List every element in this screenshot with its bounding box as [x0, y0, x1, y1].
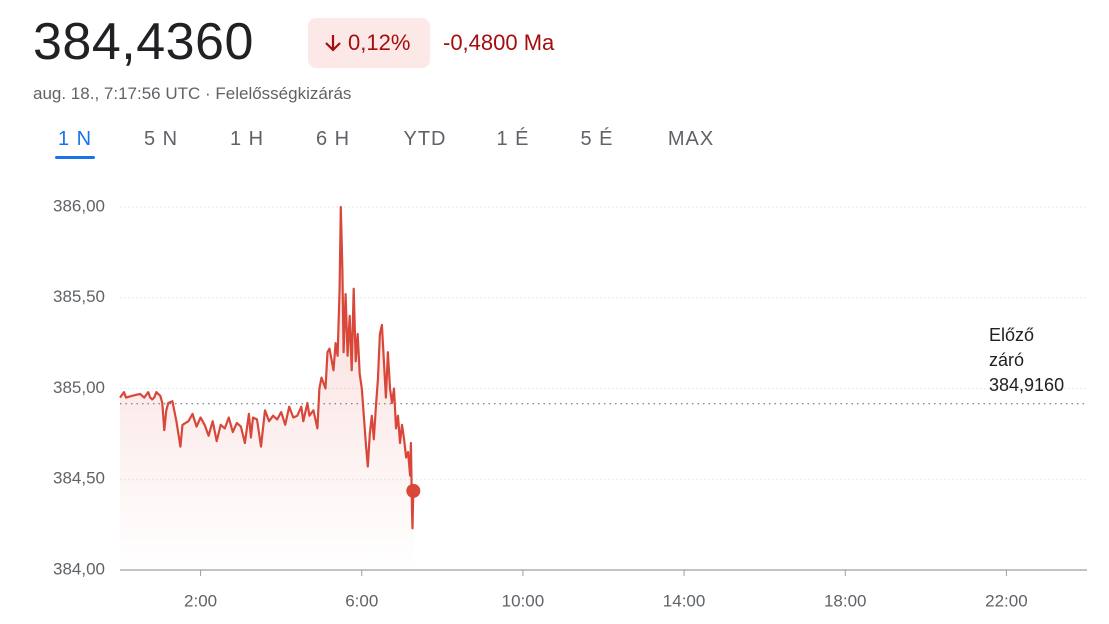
previous-close-value: 384,9160: [989, 375, 1065, 395]
previous-close-annotation: Előző záró 384,9160: [989, 323, 1064, 398]
y-tick-label: 384,50: [53, 469, 105, 488]
down-arrow-icon: [325, 35, 341, 52]
last-point: [406, 483, 421, 498]
previous-close-title: Előző záró: [989, 325, 1035, 370]
y-tick-label: 384,00: [53, 559, 105, 578]
change-badge: [308, 18, 430, 68]
x-tick-label: 14:00: [663, 591, 706, 610]
change-value: -0,4800 Ma: [443, 30, 555, 55]
range-tab[interactable]: 1 H: [229, 128, 265, 150]
timestamp: aug. 18., 7:17:56 UTC · Felelősségkizárá…: [33, 84, 352, 103]
range-tab[interactable]: 1 N: [57, 128, 93, 150]
range-tab[interactable]: 5 É: [580, 128, 614, 150]
x-tick-label: 18:00: [824, 591, 867, 610]
x-tick-label: 10:00: [502, 591, 545, 610]
x-tick-label: 2:00: [184, 591, 217, 610]
range-tab[interactable]: YTD: [403, 128, 447, 150]
range-tab[interactable]: 5 N: [143, 128, 179, 150]
x-tick-label: 6:00: [345, 591, 378, 610]
y-tick-label: 386,00: [53, 196, 105, 215]
active-tab-indicator: [55, 156, 95, 159]
price: 384,4360: [33, 13, 254, 71]
y-tick-label: 385,00: [53, 378, 105, 397]
range-tab[interactable]: MAX: [667, 128, 715, 150]
x-tick-label: 22:00: [985, 591, 1028, 610]
price-line: [119, 205, 415, 530]
range-tab[interactable]: 6 H: [315, 128, 351, 150]
range-tab[interactable]: 1 É: [496, 128, 530, 150]
y-tick-label: 385,50: [53, 287, 105, 306]
change-percent: 0,12%: [348, 30, 411, 55]
